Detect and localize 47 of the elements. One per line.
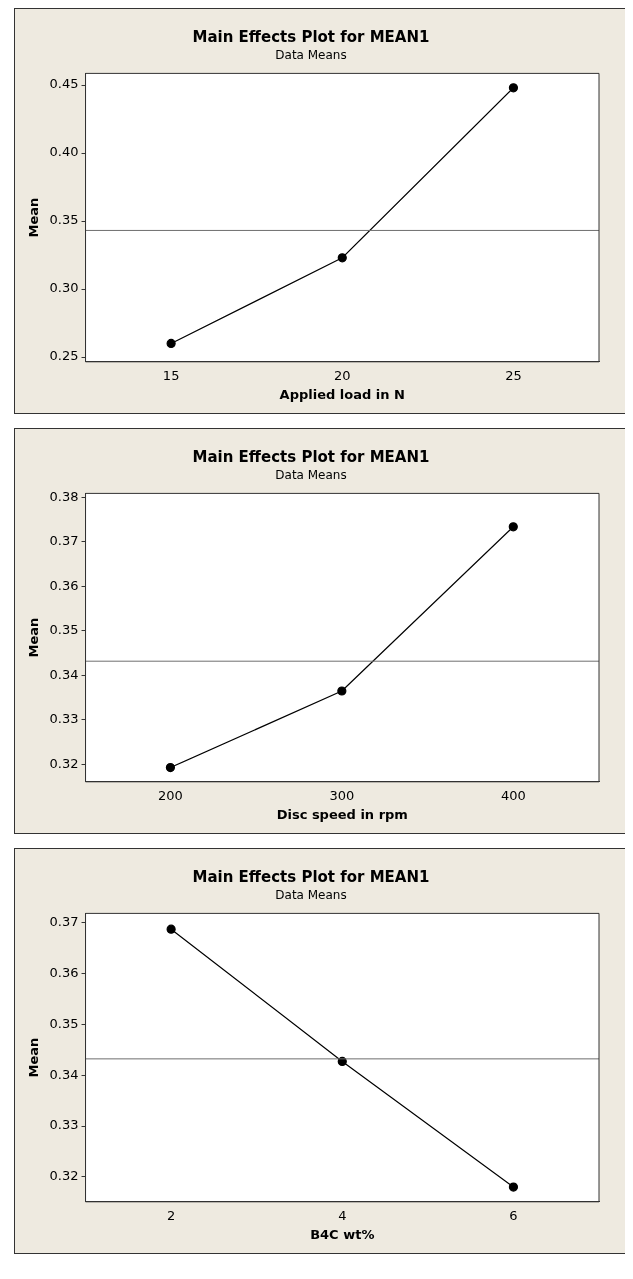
y-tick-label: 0.30 [49, 280, 79, 296]
chart-title: Main Effects Plot for MEAN1 [192, 867, 430, 886]
x-tick-label: 400 [500, 787, 526, 803]
y-axis-title: Mean [26, 617, 42, 658]
y-tick-label: 0.35 [49, 212, 79, 228]
x-axis-title: Applied load in N [279, 386, 405, 402]
point [166, 338, 176, 349]
y-tick-label: 0.35 [49, 1015, 79, 1031]
y-tick-label: 0.25 [49, 348, 79, 364]
x-tick-label: 200 [157, 787, 183, 803]
point [337, 686, 347, 696]
x-tick-label: 6 [509, 1207, 518, 1223]
y-tick-label: 0.37 [49, 533, 79, 549]
point [508, 1182, 519, 1192]
chart-title: Main Effects Plot for MEAN1 [192, 447, 430, 466]
chart-subtitle: Data Means [275, 48, 347, 63]
chart-subtitle: Data Means [275, 888, 347, 903]
x-tick-label: 15 [162, 367, 180, 383]
y-axis-title: Mean [26, 1037, 42, 1078]
y-axis-title: Mean [26, 197, 42, 238]
y-tick-label: 0.37 [49, 913, 79, 929]
y-tick-label: 0.33 [49, 1117, 79, 1133]
x-tick-label: 20 [334, 367, 351, 383]
y-tick-label: 0.36 [49, 964, 79, 980]
chart-subtitle: Data Means [275, 468, 347, 483]
x-axis-title: Disc speed in rpm [276, 806, 408, 822]
point [508, 83, 519, 93]
point [166, 924, 176, 934]
x-axis-title: B4C wt% [310, 1226, 375, 1242]
y-tick-label: 0.34 [49, 1066, 79, 1082]
y-tick-label: 0.40 [49, 144, 79, 160]
y-tick-label: 0.34 [49, 666, 79, 682]
chart-title: Main Effects Plot for MEAN1 [192, 27, 430, 46]
y-tick-label: 0.35 [49, 622, 79, 638]
x-tick-label: 4 [338, 1207, 347, 1223]
x-tick-label: 300 [329, 787, 355, 803]
x-tick-label: 2 [166, 1207, 176, 1223]
y-tick-label: 0.45 [49, 76, 79, 92]
point [165, 762, 176, 773]
y-tick-label: 0.36 [49, 577, 79, 593]
y-tick-label: 0.38 [49, 488, 79, 504]
y-tick-label: 0.33 [49, 711, 79, 727]
x-tick-label: 25 [505, 367, 522, 383]
point [508, 522, 518, 532]
point [337, 253, 347, 263]
y-tick-label: 0.32 [49, 1168, 79, 1184]
y-tick-label: 0.32 [49, 755, 79, 771]
